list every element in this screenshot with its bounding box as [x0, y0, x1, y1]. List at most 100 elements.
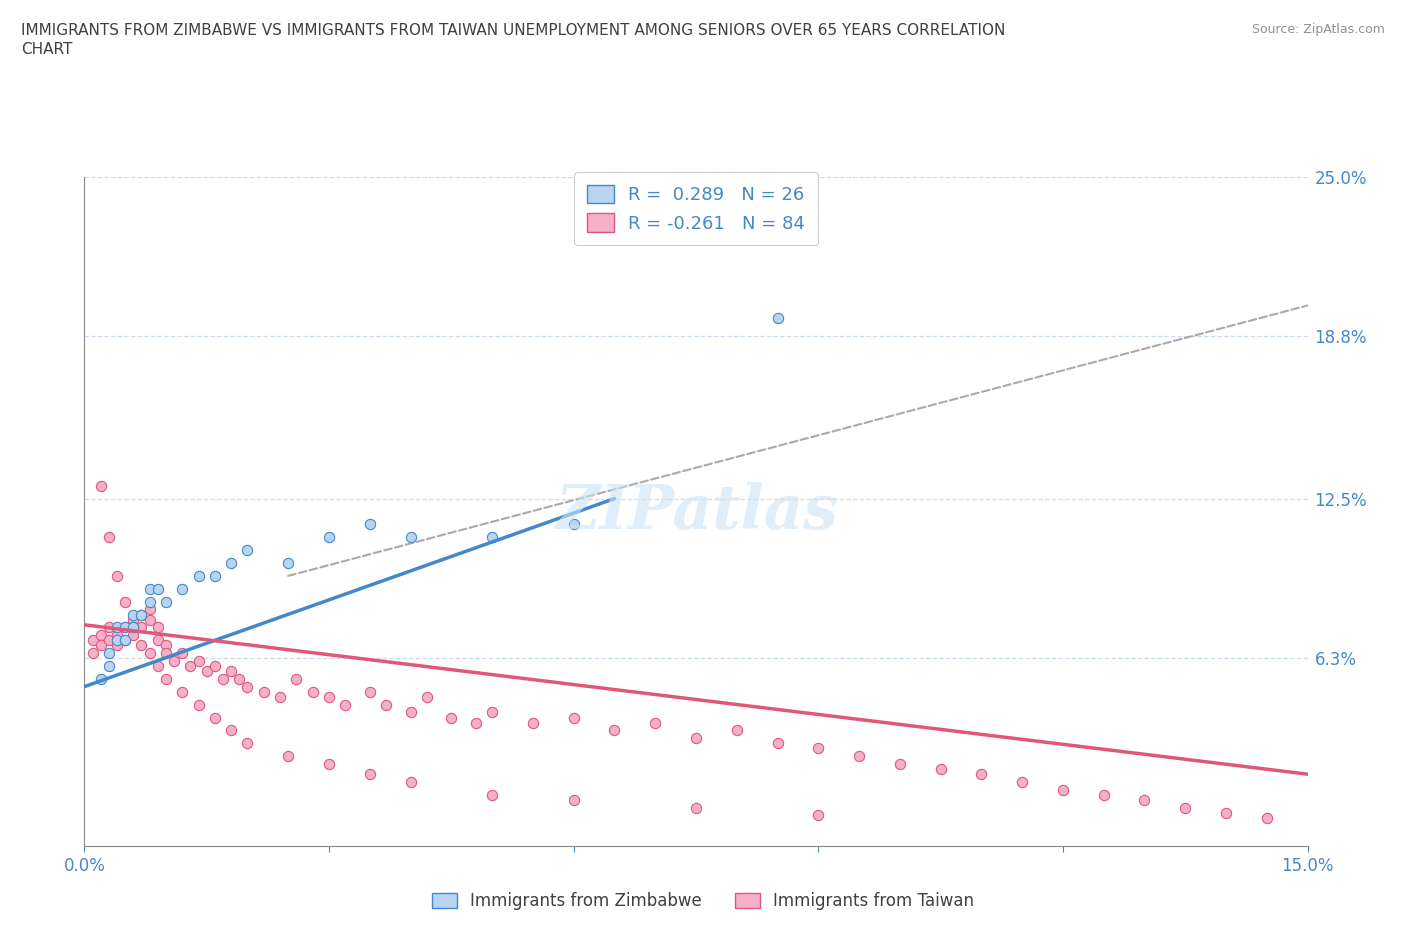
- Point: [138, 612, 160, 627]
- Point: [318, 689, 340, 704]
- Point: [318, 530, 340, 545]
- Point: [685, 800, 707, 815]
- Point: [97, 645, 120, 660]
- Point: [105, 620, 128, 635]
- Point: [335, 698, 357, 712]
- Point: [97, 632, 120, 647]
- Point: [187, 698, 209, 712]
- Point: [481, 788, 503, 803]
- Point: [807, 741, 830, 756]
- Point: [399, 775, 422, 790]
- Point: [416, 689, 439, 704]
- Point: [1052, 782, 1074, 797]
- Point: [228, 671, 250, 686]
- Point: [204, 568, 226, 583]
- Point: [1174, 800, 1197, 815]
- Point: [105, 632, 128, 647]
- Point: [359, 684, 381, 699]
- Point: [522, 715, 544, 730]
- Point: [277, 555, 299, 570]
- Point: [82, 632, 104, 647]
- Point: [114, 594, 136, 609]
- Point: [146, 620, 169, 635]
- Point: [138, 581, 160, 596]
- Point: [464, 715, 486, 730]
- Point: [644, 715, 666, 730]
- Point: [155, 671, 177, 686]
- Point: [97, 620, 120, 635]
- Legend: Immigrants from Zimbabwe, Immigrants from Taiwan: Immigrants from Zimbabwe, Immigrants fro…: [425, 885, 981, 917]
- Point: [105, 638, 128, 653]
- Point: [172, 581, 194, 596]
- Point: [146, 632, 169, 647]
- Point: [236, 679, 259, 694]
- Point: [195, 664, 218, 679]
- Point: [399, 705, 422, 720]
- Point: [187, 568, 209, 583]
- Point: [187, 654, 209, 669]
- Point: [114, 620, 136, 635]
- Point: [685, 731, 707, 746]
- Point: [97, 530, 120, 545]
- Point: [131, 638, 153, 653]
- Point: [138, 645, 160, 660]
- Point: [219, 555, 242, 570]
- Point: [122, 607, 145, 622]
- Point: [219, 723, 242, 737]
- Point: [138, 602, 160, 617]
- Point: [359, 517, 381, 532]
- Point: [318, 756, 340, 771]
- Point: [440, 711, 463, 725]
- Point: [114, 632, 136, 647]
- Point: [163, 654, 186, 669]
- Point: [172, 645, 194, 660]
- Text: CHART: CHART: [21, 42, 73, 57]
- Point: [172, 684, 194, 699]
- Text: ZIPatlas: ZIPatlas: [554, 482, 838, 541]
- Point: [138, 594, 160, 609]
- Point: [1215, 805, 1237, 820]
- Point: [131, 620, 153, 635]
- Point: [359, 766, 381, 781]
- Point: [155, 638, 177, 653]
- Point: [146, 658, 169, 673]
- Point: [1092, 788, 1115, 803]
- Point: [766, 736, 789, 751]
- Point: [269, 689, 291, 704]
- Point: [90, 671, 112, 686]
- Point: [562, 517, 585, 532]
- Point: [399, 530, 422, 545]
- Point: [970, 766, 993, 781]
- Point: [122, 620, 145, 635]
- Point: [204, 658, 226, 673]
- Point: [105, 568, 128, 583]
- Point: [114, 620, 136, 635]
- Point: [114, 632, 136, 647]
- Point: [97, 658, 120, 673]
- Point: [90, 628, 112, 643]
- Point: [253, 684, 276, 699]
- Point: [236, 736, 259, 751]
- Point: [212, 671, 235, 686]
- Point: [179, 658, 201, 673]
- Point: [562, 792, 585, 807]
- Point: [766, 311, 789, 325]
- Point: [603, 723, 626, 737]
- Point: [155, 594, 177, 609]
- Point: [807, 808, 830, 823]
- Point: [155, 645, 177, 660]
- Point: [122, 612, 145, 627]
- Point: [236, 543, 259, 558]
- Point: [122, 628, 145, 643]
- Point: [131, 607, 153, 622]
- Point: [889, 756, 911, 771]
- Point: [1011, 775, 1033, 790]
- Point: [105, 628, 128, 643]
- Point: [82, 645, 104, 660]
- Point: [277, 749, 299, 764]
- Text: Source: ZipAtlas.com: Source: ZipAtlas.com: [1251, 23, 1385, 36]
- Point: [204, 711, 226, 725]
- Point: [481, 530, 503, 545]
- Point: [219, 664, 242, 679]
- Point: [285, 671, 308, 686]
